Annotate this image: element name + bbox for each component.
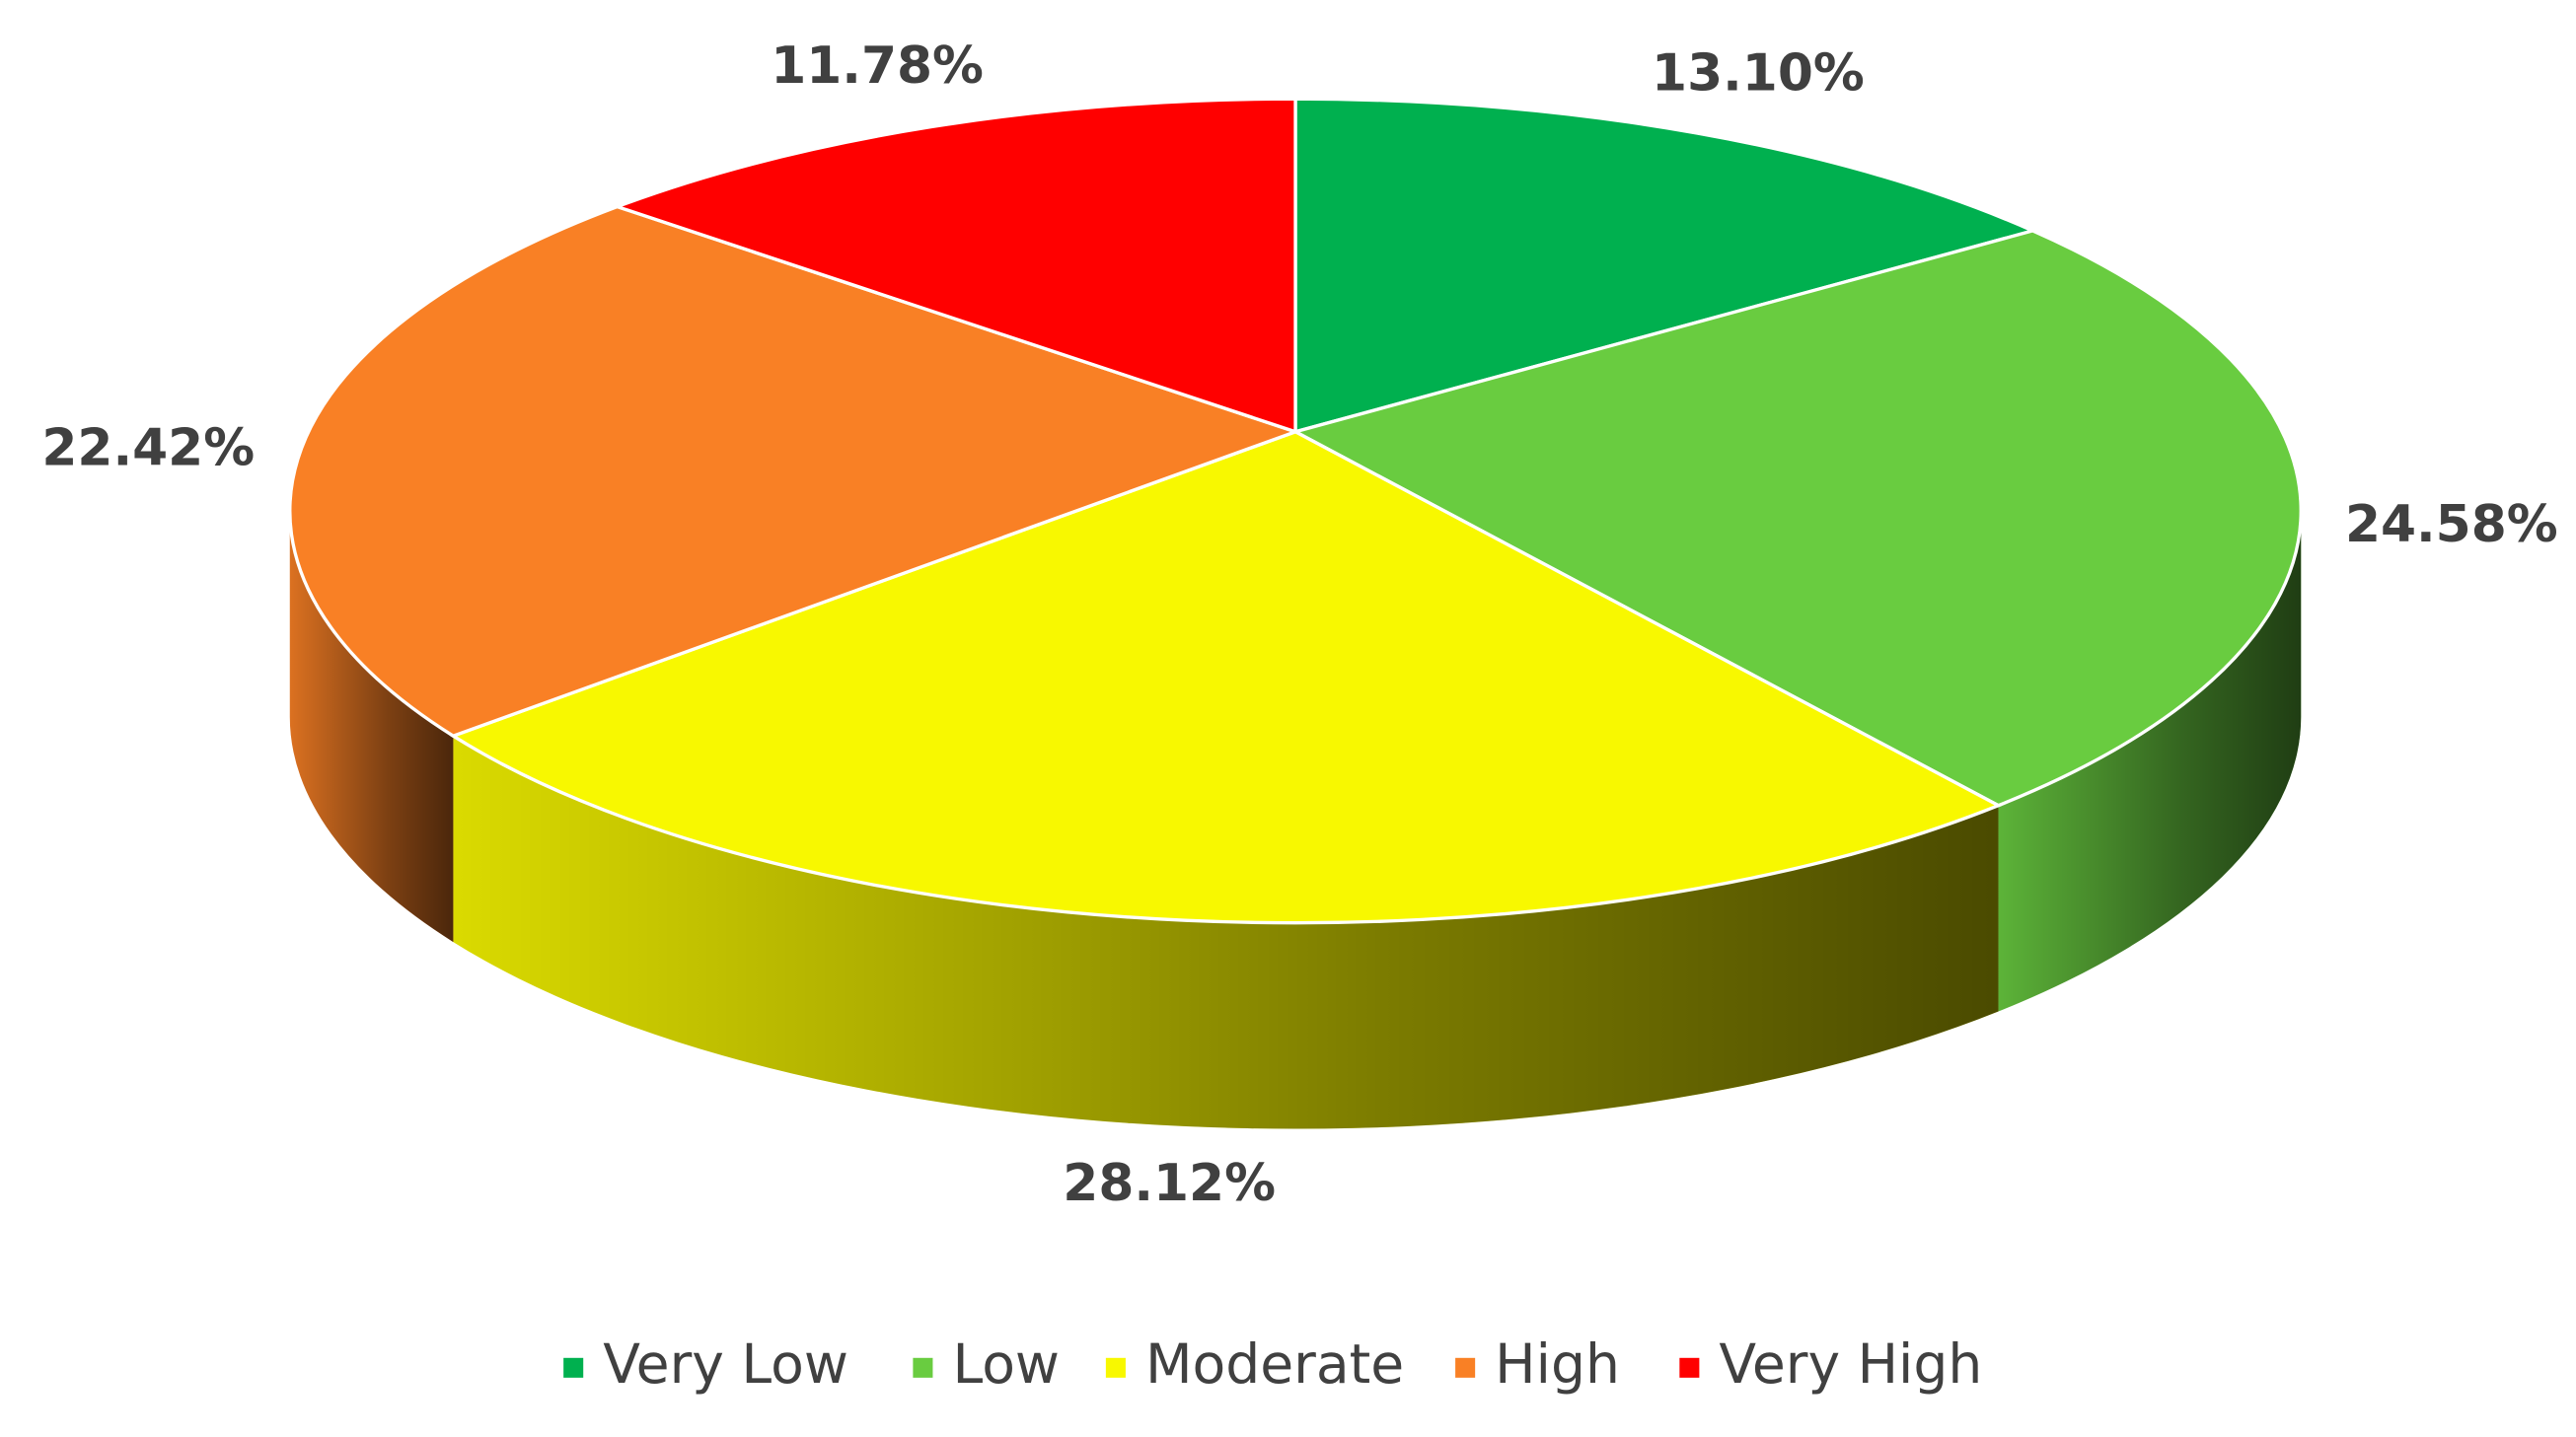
data-label: 28.12%: [1063, 1154, 1276, 1213]
pie-slice: [1290, 229, 2303, 808]
data-labels: 13.10% 24.58% 28.12% 22.42% 11.78%: [41, 36, 2557, 1213]
pie-slice: [1293, 97, 2038, 434]
legend-label: Moderate: [1145, 1333, 1404, 1397]
data-label: 13.10%: [1652, 44, 1865, 104]
legend-marker: [1455, 1357, 1476, 1378]
pie-slice: [288, 204, 1301, 739]
legend-marker: [1105, 1357, 1126, 1378]
legend: Very Low Low Moderate High Very High: [563, 1333, 1982, 1397]
legend-label: High: [1495, 1333, 1620, 1397]
data-label: 24.58%: [2345, 495, 2558, 554]
data-label: 22.42%: [41, 418, 255, 477]
legend-label: Very Low: [603, 1333, 848, 1397]
legend-marker: [1679, 1357, 1700, 1378]
legend-marker: [913, 1357, 933, 1378]
pie-slice: [612, 97, 1297, 435]
pie-sides: [289, 510, 2302, 1129]
pie-side-shade: [1998, 510, 2302, 1012]
pie-side-shade: [453, 736, 1999, 1129]
pie-slice: [449, 429, 2003, 925]
pie-tops: [288, 97, 2303, 925]
data-label: 11.78%: [771, 36, 984, 96]
pie-side-shade: [289, 510, 454, 943]
legend-label: Very High: [1719, 1333, 1982, 1397]
legend-label: Low: [952, 1333, 1060, 1397]
legend-marker: [563, 1357, 584, 1378]
